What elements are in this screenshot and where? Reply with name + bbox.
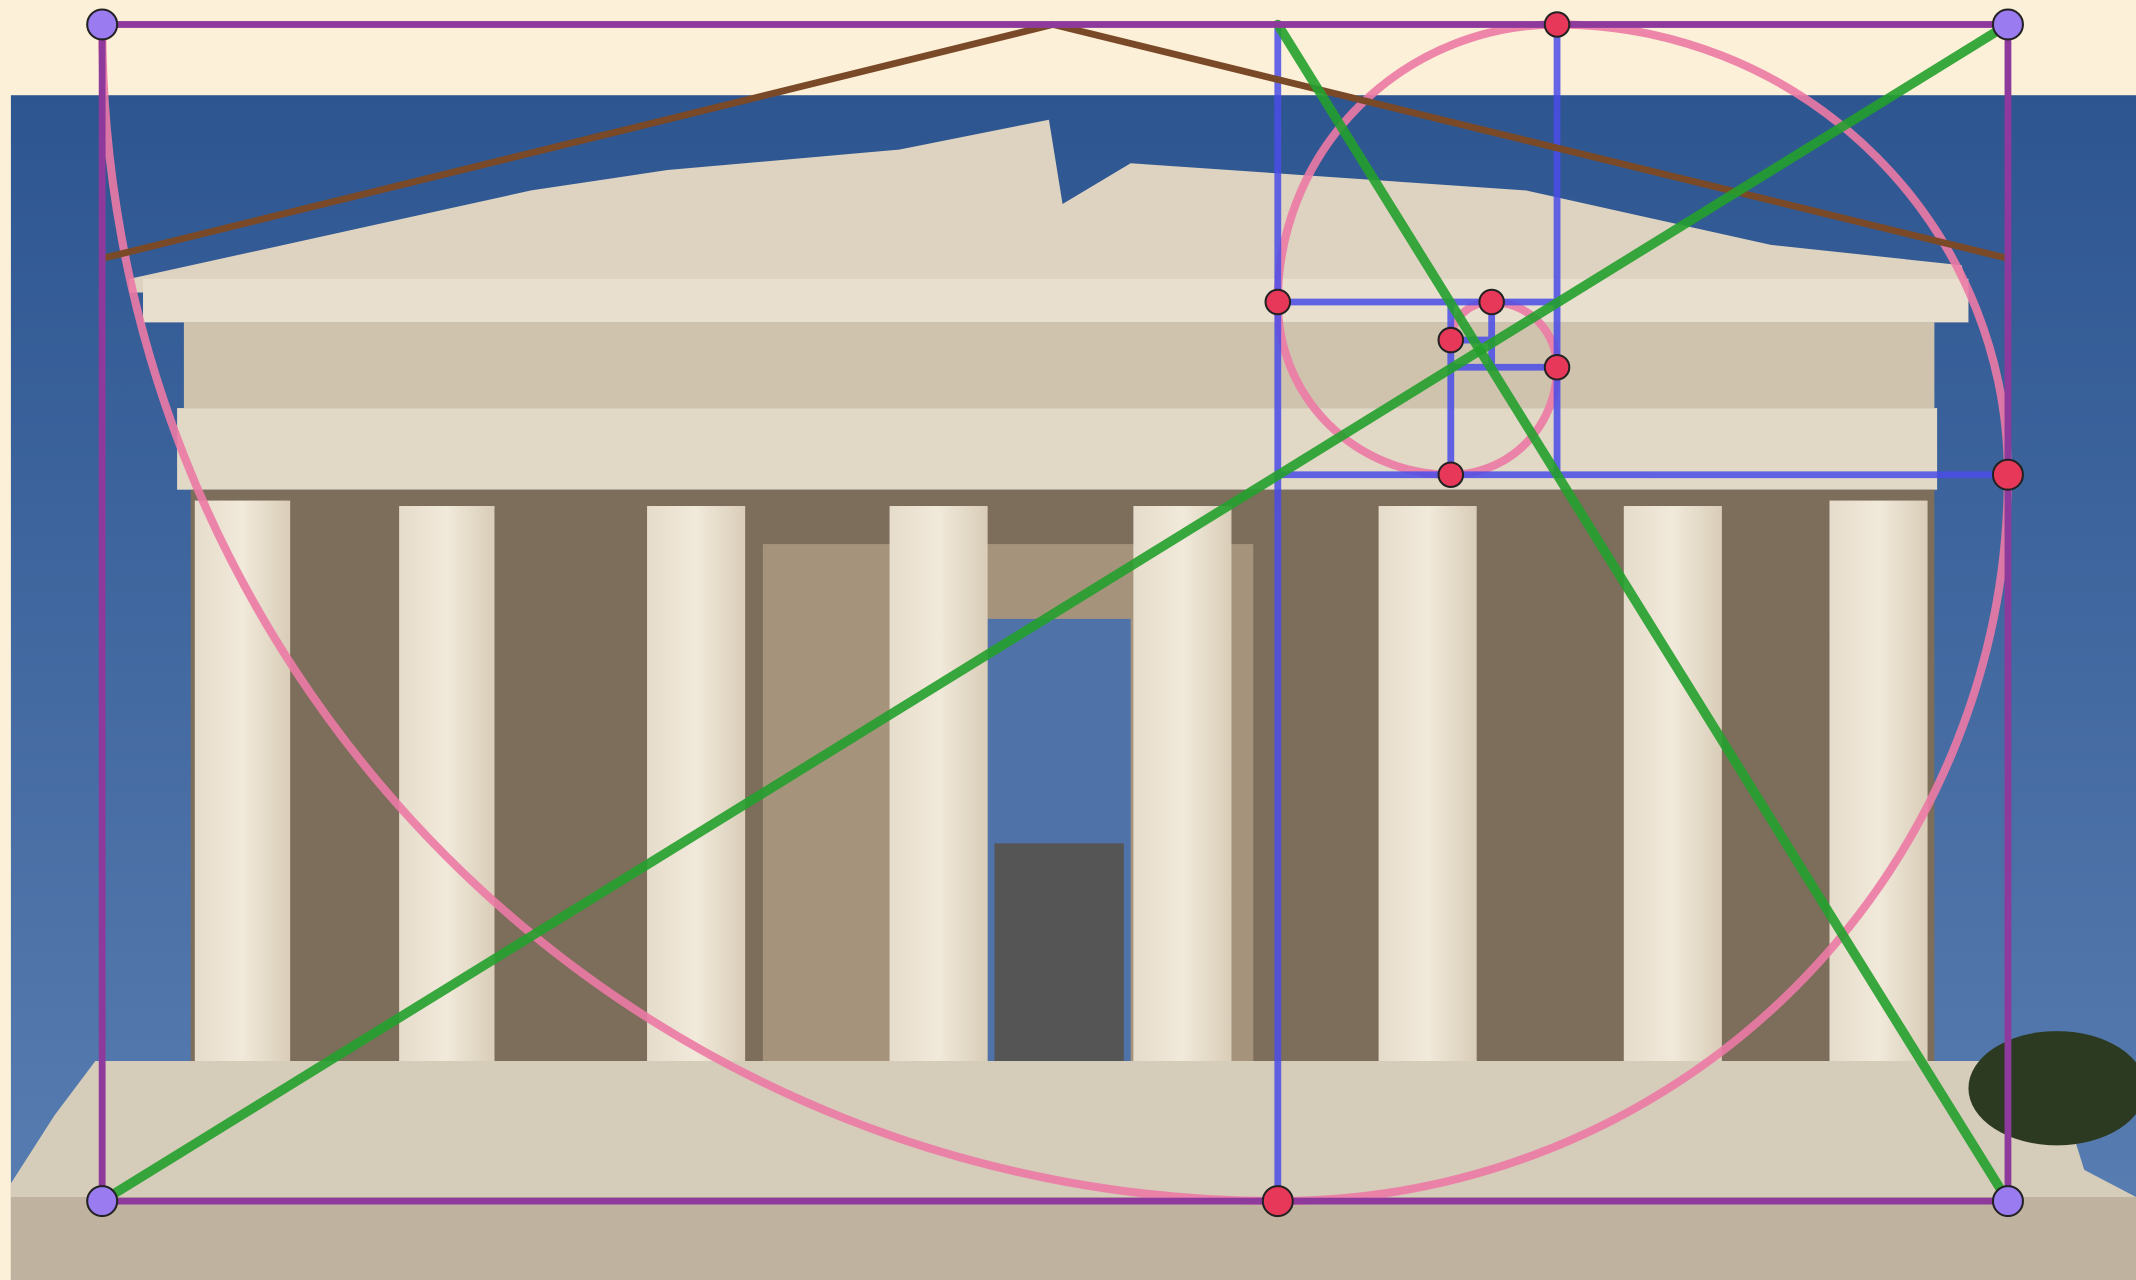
corner-point [87,10,117,40]
division-point [1266,290,1291,314]
column [890,506,988,1061]
division-point [1545,12,1570,36]
crane [994,843,1123,1061]
temple [11,120,2136,1280]
division-point [1993,460,2023,490]
cornice [143,279,1968,323]
ground [11,1197,2136,1280]
frieze [184,322,1934,408]
column [1379,506,1477,1061]
column [1133,506,1231,1061]
column [1624,506,1722,1061]
division-point [1439,328,1464,352]
column [647,506,745,1061]
column [399,506,494,1061]
golden-ratio-figure [0,0,2136,1280]
division-point [1545,355,1570,379]
division-point [1479,290,1504,314]
corner-point [1993,1186,2023,1216]
corner-point [1993,10,2023,40]
body [0,0,2136,1280]
page: {} html, body { margin: 0; padding: 0; w… [0,0,2136,1280]
column [1829,501,1927,1061]
division-point [1439,462,1464,486]
corner-point [87,1186,117,1216]
division-point [1263,1186,1293,1216]
